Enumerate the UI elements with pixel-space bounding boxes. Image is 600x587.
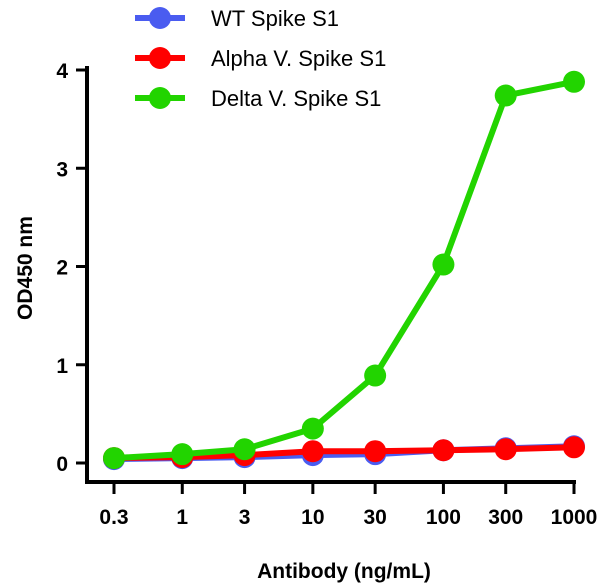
- y-axis-label: OD450 nm: [14, 216, 37, 320]
- legend-label: Delta V. Spike S1: [211, 86, 381, 111]
- y-tick-label: 4: [56, 60, 68, 83]
- data-point: [432, 439, 455, 462]
- y-tick-label: 0: [56, 453, 68, 476]
- y-tick-label: 3: [56, 158, 68, 181]
- legend-marker: [149, 7, 171, 29]
- series-group: [103, 70, 585, 471]
- data-point: [494, 438, 517, 461]
- x-tick-label: 30: [363, 506, 386, 529]
- x-tick-label: 10: [301, 506, 324, 529]
- legend-label: WT Spike S1: [211, 6, 339, 31]
- x-tick-label: 1000: [551, 506, 598, 529]
- data-point: [171, 443, 194, 466]
- data-point: [233, 438, 256, 461]
- data-point: [364, 364, 387, 387]
- x-axis-label: Antibody (ng/mL): [257, 560, 431, 583]
- data-point: [103, 447, 125, 470]
- x-tick-label: 3: [239, 506, 251, 529]
- data-point: [432, 253, 455, 276]
- series-line: [113, 78, 575, 462]
- x-tick-label: 0.3: [99, 506, 128, 529]
- data-point: [494, 84, 517, 107]
- x-tick-label: 300: [488, 506, 523, 529]
- legend-marker: [149, 87, 171, 109]
- y-tick-label: 2: [56, 257, 68, 280]
- x-tick-label: 1: [176, 506, 188, 529]
- data-point: [563, 70, 585, 93]
- legend-marker: [149, 47, 171, 69]
- data-point: [563, 436, 585, 459]
- data-point: [364, 440, 387, 463]
- y-tick-label: 1: [56, 355, 68, 378]
- legend-label: Alpha V. Spike S1: [211, 46, 386, 71]
- data-point: [301, 417, 324, 440]
- data-point: [301, 440, 324, 463]
- axes: 0 1 2 3 4 0.3 1 3 10 30 100 300 1000: [56, 60, 597, 529]
- x-tick-label: 100: [426, 506, 461, 529]
- legend: WT Spike S1 Alpha V. Spike S1 Delta V. Spi…: [135, 6, 386, 111]
